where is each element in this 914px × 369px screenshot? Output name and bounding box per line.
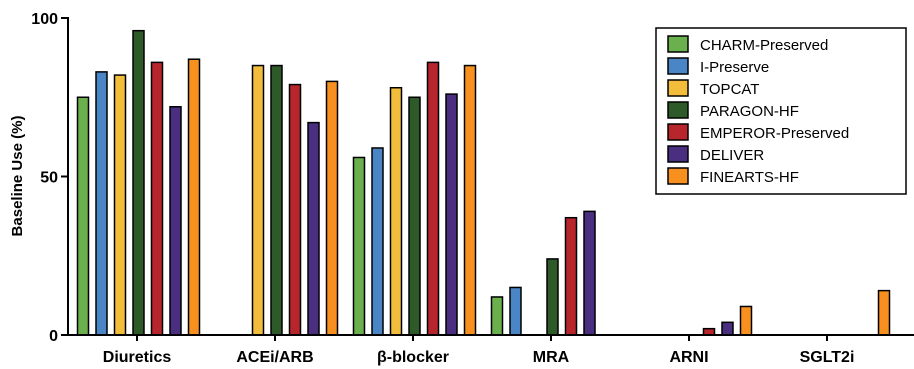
bar-diuretics-paragon-hf: [132, 29, 145, 336]
legend-label: DELIVER: [700, 147, 764, 164]
bar-mra-deliver: [583, 210, 596, 336]
bar-arni-deliver: [721, 321, 734, 336]
bar-mra-charm-preserved: [490, 296, 504, 336]
y-tick-label: 100: [31, 11, 58, 28]
x-tick-label: MRA: [533, 349, 570, 366]
legend-swatch: [667, 57, 689, 75]
legend-swatch: [667, 101, 689, 119]
bar-acei-arb-paragon-hf: [270, 64, 283, 336]
bar--blocker-emperor-preserved: [426, 61, 440, 336]
bar-diuretics-emperor-preserved: [150, 61, 164, 336]
bar-sglt2i-finearts-hf: [877, 289, 891, 336]
legend-label: CHARM-Preserved: [700, 37, 828, 54]
bar-acei-arb-deliver: [307, 121, 320, 336]
x-tick-label: SGLT2i: [800, 349, 855, 366]
bar--blocker-paragon-hf: [408, 96, 421, 336]
x-tick-label: β-blocker: [377, 349, 449, 366]
bar-mra-i-preserve: [509, 286, 522, 336]
legend-label: EMPEROR-Preserved: [700, 125, 849, 142]
bar-arni-finearts-hf: [739, 305, 753, 336]
bar--blocker-deliver: [445, 93, 458, 336]
y-axis-label: Baseline Use (%): [9, 116, 26, 237]
legend: CHARM-Preserved I-Preserve TOPCAT PARAGON-H…: [655, 27, 907, 195]
legend-swatch: [667, 167, 689, 185]
bar-acei-arb-topcat: [251, 64, 265, 336]
bar-mra-paragon-hf: [546, 258, 559, 336]
legend-label: TOPCAT: [700, 81, 759, 98]
bar-mra-emperor-preserved: [564, 216, 578, 336]
bar--blocker-charm-preserved: [352, 156, 366, 336]
bar-acei-arb-finearts-hf: [325, 80, 339, 336]
legend-label: PARAGON-HF: [700, 103, 799, 120]
legend-swatch: [667, 79, 689, 97]
legend-label: FINEARTS-HF: [700, 169, 799, 186]
bar-diuretics-topcat: [113, 74, 127, 336]
legend-label: I-Preserve: [700, 59, 769, 76]
bar-diuretics-deliver: [169, 106, 182, 336]
x-tick-label: ACEi/ARB: [236, 349, 313, 366]
bar-diuretics-i-preserve: [95, 71, 108, 336]
bar--blocker-finearts-hf: [463, 64, 477, 336]
x-tick-label: Diuretics: [103, 349, 172, 366]
bar-acei-arb-emperor-preserved: [288, 83, 302, 336]
x-tick-label: ARNI: [669, 349, 708, 366]
legend-swatch: [667, 35, 689, 53]
bar-diuretics-charm-preserved: [76, 96, 90, 336]
bar--blocker-topcat: [389, 86, 403, 336]
bar-diuretics-finearts-hf: [187, 58, 201, 336]
legend-swatch: [667, 123, 689, 141]
legend-box: [655, 27, 907, 195]
bar--blocker-i-preserve: [371, 147, 384, 336]
y-tick-label: 0: [49, 328, 58, 345]
y-tick-label: 50: [40, 170, 58, 187]
legend-swatch: [667, 145, 689, 163]
bars-group: [76, 29, 891, 336]
axes-group: Diuretics ACEi/ARB β-blocker MRA ARNI SGLT2i 0…: [31, 11, 914, 366]
